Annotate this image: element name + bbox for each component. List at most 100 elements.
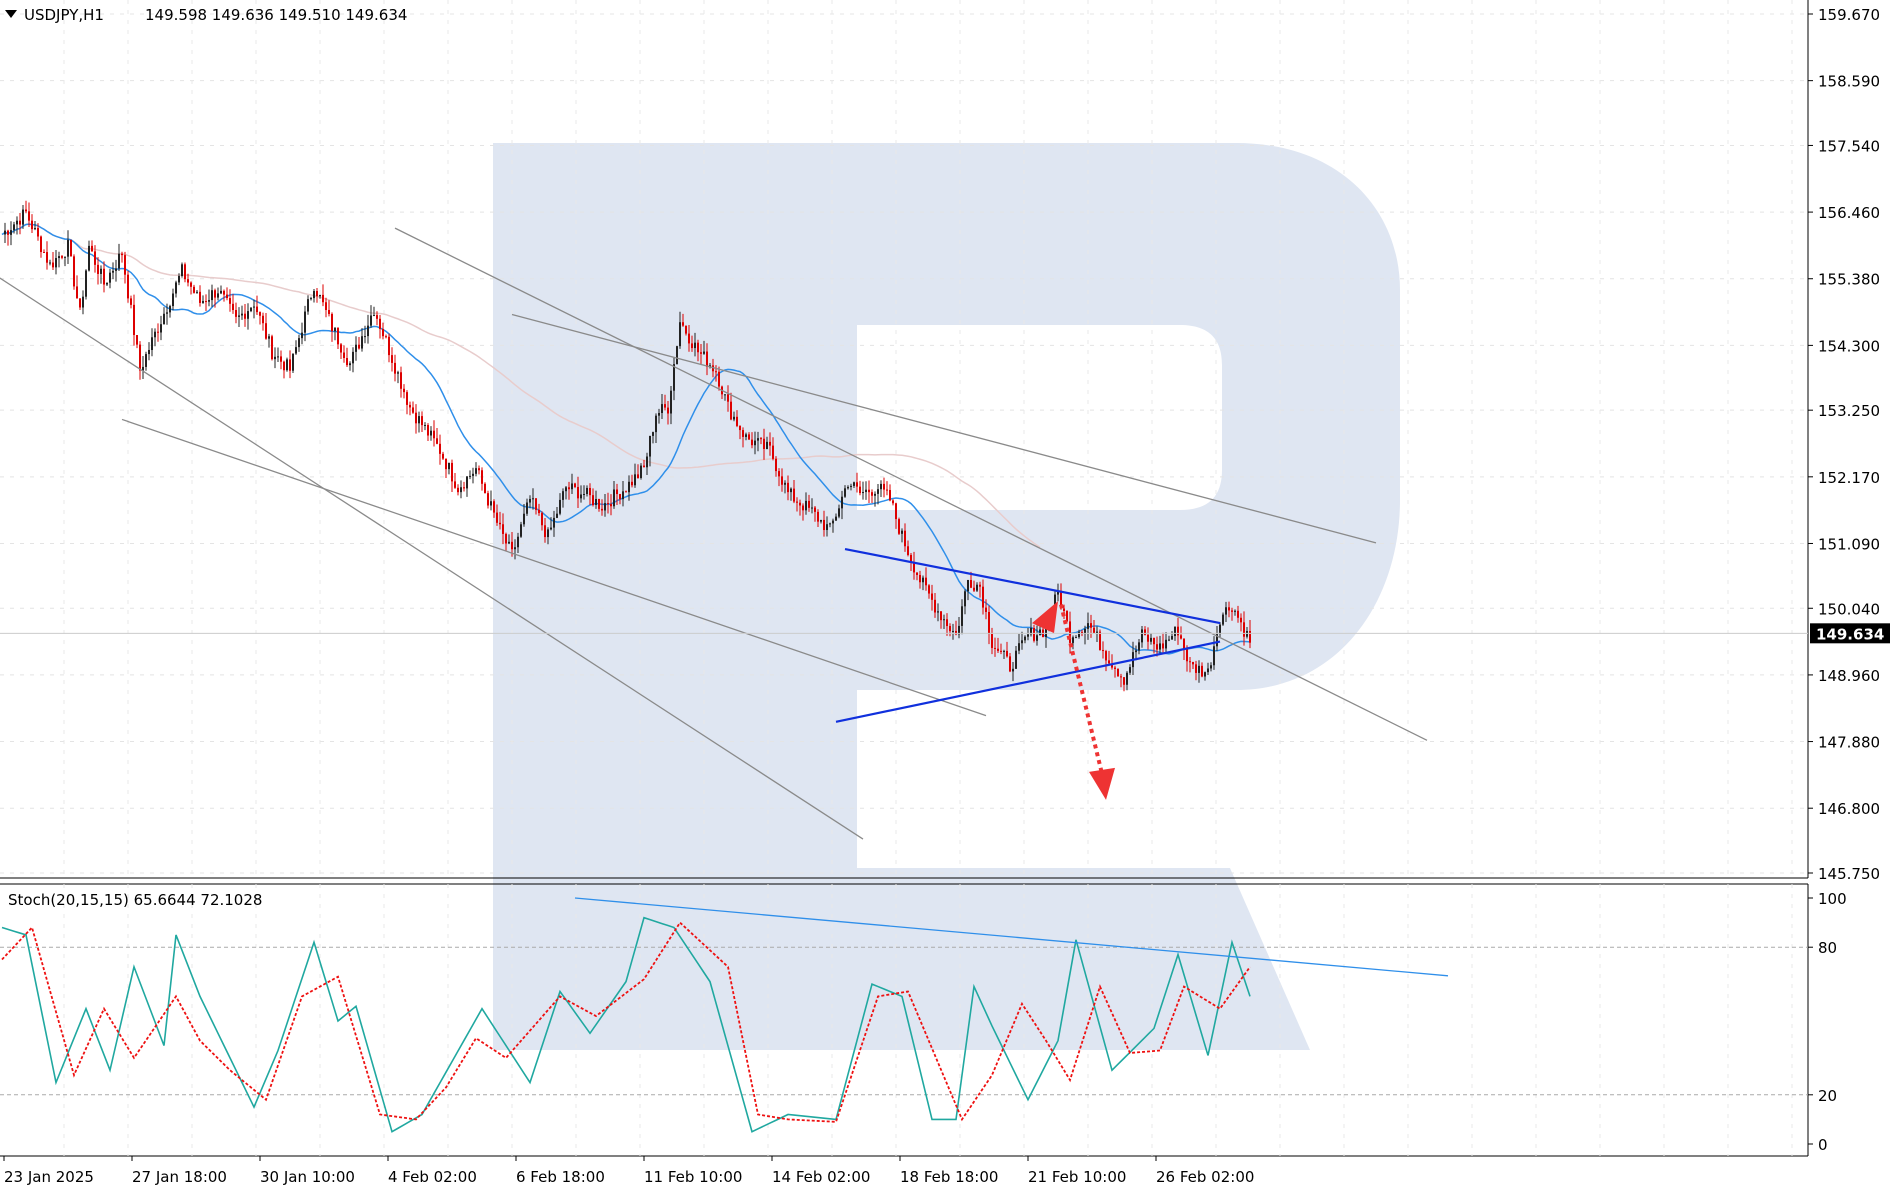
- candle-body: [241, 313, 243, 316]
- slow-moving-average-line: [1, 223, 1041, 548]
- price-tick-label: 153.250: [1818, 402, 1880, 420]
- candle-body: [91, 245, 93, 252]
- candle-body: [571, 483, 573, 490]
- candle-body: [1159, 643, 1161, 650]
- candle-body: [619, 494, 621, 500]
- candle-body: [997, 648, 999, 651]
- candle-body: [1141, 629, 1143, 643]
- candle-body: [781, 476, 783, 485]
- price-axis: 159.670 158.590 157.540 156.460 155.380 154.3…: [0, 6, 1890, 883]
- triangle-upper-line[interactable]: [844, 547, 1221, 625]
- candle-body: [559, 499, 561, 514]
- candle-body: [514, 547, 516, 550]
- candle-body: [1177, 626, 1179, 636]
- candle-body: [211, 290, 213, 301]
- triangle-lower-line[interactable]: [835, 640, 1221, 723]
- candle-body: [37, 228, 39, 237]
- down-arrow-icon: [1089, 767, 1115, 800]
- candle-body: [181, 264, 183, 277]
- candle-body: [607, 503, 609, 505]
- stochastic-divergence-line[interactable]: [574, 897, 1449, 977]
- price-tick-label: 155.380: [1818, 271, 1880, 289]
- candle-body: [295, 347, 297, 354]
- triangle-down-icon[interactable]: [5, 10, 17, 18]
- candle-body: [940, 611, 942, 621]
- candle-body: [667, 407, 669, 414]
- forecast-dotted-line: [1059, 604, 1105, 779]
- candle-body: [691, 343, 693, 349]
- candle-body: [202, 301, 204, 303]
- candle-body: [1198, 665, 1200, 673]
- trendlines[interactable]: [0, 227, 1428, 840]
- candle-body: [199, 291, 201, 303]
- time-tick-label: 23 Jan 2025: [4, 1168, 94, 1186]
- candle-body: [367, 325, 369, 337]
- candle-body: [469, 475, 471, 477]
- candle-body: [373, 315, 375, 317]
- candle-body: [166, 312, 168, 314]
- candle-body: [1192, 661, 1194, 665]
- candle-body: [1174, 626, 1176, 637]
- candle-body: [1060, 590, 1062, 609]
- candle-body: [802, 505, 804, 511]
- candle-body: [703, 351, 705, 354]
- candle-body: [391, 355, 393, 363]
- candle-body: [1222, 614, 1224, 625]
- candle-body: [4, 230, 6, 235]
- candle-body: [184, 264, 186, 280]
- candle-body: [1135, 650, 1137, 653]
- candle-body: [61, 256, 63, 258]
- candle-body: [673, 364, 675, 391]
- candle-body: [112, 270, 114, 273]
- candle-body: [862, 492, 864, 494]
- candle-body: [826, 524, 828, 531]
- candle-body: [67, 239, 69, 257]
- channel-lower-trendline[interactable]: [0, 277, 864, 840]
- price-panel[interactable]: 159.670 158.590 157.540 156.460 155.380 154.3…: [0, 0, 1890, 1156]
- candle-body: [1189, 661, 1191, 663]
- candle-body: [1096, 631, 1098, 633]
- candle-body: [76, 286, 78, 299]
- candle-body: [103, 268, 105, 285]
- candle-body: [517, 536, 519, 548]
- stoch-tick-label: 80: [1818, 939, 1837, 957]
- candle-body: [286, 359, 288, 371]
- candle-body: [769, 441, 771, 446]
- candle-body: [1228, 607, 1230, 611]
- candle-body: [157, 331, 159, 333]
- candle-body: [400, 372, 402, 389]
- candle-body: [823, 519, 825, 531]
- candle-body: [412, 407, 414, 413]
- candle-body: [301, 332, 303, 339]
- symbol-header[interactable]: USDJPY,H1 149.598 149.636 149.510 149.63…: [5, 6, 407, 24]
- candle-body: [934, 599, 936, 613]
- candle-body: [289, 359, 291, 371]
- candle-body: [1012, 668, 1014, 672]
- candle-body: [1246, 631, 1248, 637]
- candle-body: [43, 252, 45, 254]
- candle-body: [100, 268, 102, 274]
- candle-body: [22, 209, 24, 225]
- candle-body: [247, 311, 249, 319]
- candle-body: [1129, 667, 1131, 673]
- resistance-trendline[interactable]: [511, 313, 1377, 544]
- candle-body: [1072, 637, 1074, 643]
- candle-body: [409, 404, 411, 408]
- candle-body: [688, 333, 690, 344]
- stochastic-panel[interactable]: 100 80 20 0: [0, 890, 1847, 1154]
- candle-body: [145, 354, 147, 367]
- candle-body: [1240, 617, 1242, 623]
- price-tick-label: 147.880: [1818, 734, 1880, 752]
- candle-body: [49, 262, 51, 264]
- support-trendline[interactable]: [121, 418, 987, 717]
- candle-body: [313, 291, 315, 299]
- candle-body: [898, 519, 900, 534]
- candle-body: [814, 507, 816, 512]
- candle-body: [841, 496, 843, 509]
- channel-upper-trendline[interactable]: [394, 227, 1428, 741]
- candle-body: [85, 270, 87, 297]
- candle-body: [1153, 637, 1155, 645]
- candle-body: [7, 230, 9, 235]
